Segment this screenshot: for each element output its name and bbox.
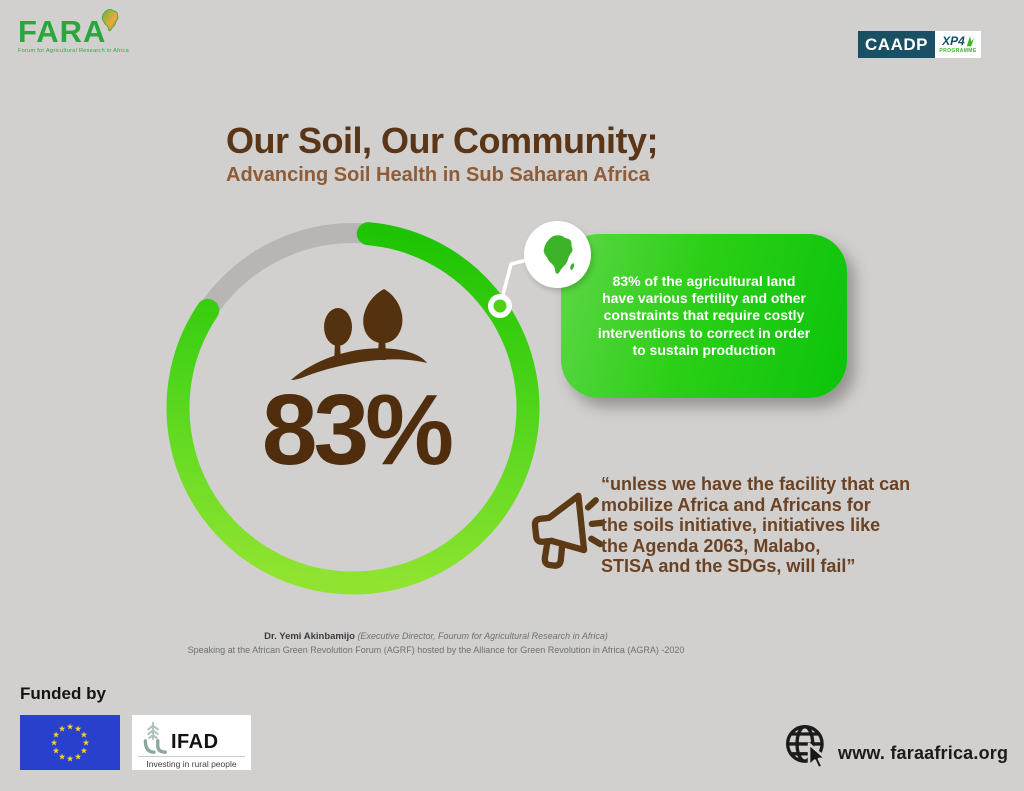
donut-chart bbox=[166, 221, 545, 595]
ifad-logo: IFAD Investing in rural people bbox=[132, 715, 251, 770]
donut-center-value: 83% bbox=[261, 374, 454, 486]
caadp-label: CAADP bbox=[858, 31, 935, 58]
cursor-arrow bbox=[807, 742, 828, 770]
ifad-wheat-icon bbox=[143, 721, 168, 754]
svg-text:★: ★ bbox=[66, 754, 74, 764]
page-title: Our Soil, Our Community; bbox=[226, 120, 659, 161]
website-url: www. faraafrica.org bbox=[838, 743, 1009, 763]
svg-text:★: ★ bbox=[52, 730, 60, 740]
donut-value-arc bbox=[166, 221, 540, 595]
fara-logo-text: FARA bbox=[18, 14, 107, 49]
quote-text: “unless we have the facility that can mo… bbox=[601, 474, 911, 576]
svg-text:★: ★ bbox=[58, 724, 66, 734]
globe-cursor-icon bbox=[785, 725, 828, 770]
callout-marker-inner bbox=[493, 299, 507, 313]
trees-on-hill-icon bbox=[291, 289, 427, 380]
africa-badge bbox=[524, 221, 591, 288]
xp4-leaf-icon bbox=[966, 35, 974, 46]
fara-africa-map-icon bbox=[101, 9, 119, 32]
attribution-line1: Dr. Yemi Akinbamijo (Executive Director,… bbox=[116, 630, 756, 644]
svg-text:★: ★ bbox=[74, 724, 82, 734]
fara-logo-tagline: Forum for Agricultural Research in Afric… bbox=[18, 48, 130, 54]
svg-text:★: ★ bbox=[58, 751, 66, 761]
callout-bubble: 83% of the agricultural land have variou… bbox=[561, 234, 847, 398]
svg-text:★: ★ bbox=[80, 746, 88, 756]
svg-text:★: ★ bbox=[82, 738, 90, 748]
xp4-programme-box: XP4 PROGRAMME bbox=[935, 31, 981, 58]
ifad-tagline: Investing in rural people bbox=[138, 756, 245, 769]
page-subtitle: Advancing Soil Health in Sub Saharan Afr… bbox=[226, 164, 650, 187]
funded-by-label: Funded by bbox=[20, 684, 106, 703]
africa-map-icon bbox=[543, 234, 574, 274]
svg-text:★: ★ bbox=[52, 746, 60, 756]
ifad-name: IFAD bbox=[171, 731, 219, 753]
attribution-line2: Speaking at the African Green Revolution… bbox=[187, 645, 685, 656]
speaker-name: Dr. Yemi Akinbamijo bbox=[264, 631, 355, 642]
speaker-role: (Executive Director, Fourum for Agricult… bbox=[354, 631, 608, 641]
attribution: Dr. Yemi Akinbamijo (Executive Director,… bbox=[116, 630, 756, 658]
eu-flag: ★ ★★ ★★★ ★★★ ★★★ bbox=[20, 715, 120, 770]
title-block: Our Soil, Our Community; Advancing Soil … bbox=[226, 120, 786, 187]
svg-text:★: ★ bbox=[80, 730, 88, 740]
svg-text:★: ★ bbox=[66, 722, 74, 732]
svg-text:★: ★ bbox=[50, 738, 58, 748]
svg-text:★: ★ bbox=[74, 751, 82, 761]
programme-label: PROGRAMME bbox=[939, 48, 977, 54]
fara-logo: FARA Forum for Agricultural Research in … bbox=[18, 9, 148, 54]
xp4-label: XP4 bbox=[942, 34, 965, 48]
megaphone-icon bbox=[531, 492, 606, 569]
callout-bubble-text: 83% of the agricultural land have variou… bbox=[597, 273, 811, 358]
caadp-xp4-badge: CAADP XP4 PROGRAMME bbox=[858, 31, 981, 58]
